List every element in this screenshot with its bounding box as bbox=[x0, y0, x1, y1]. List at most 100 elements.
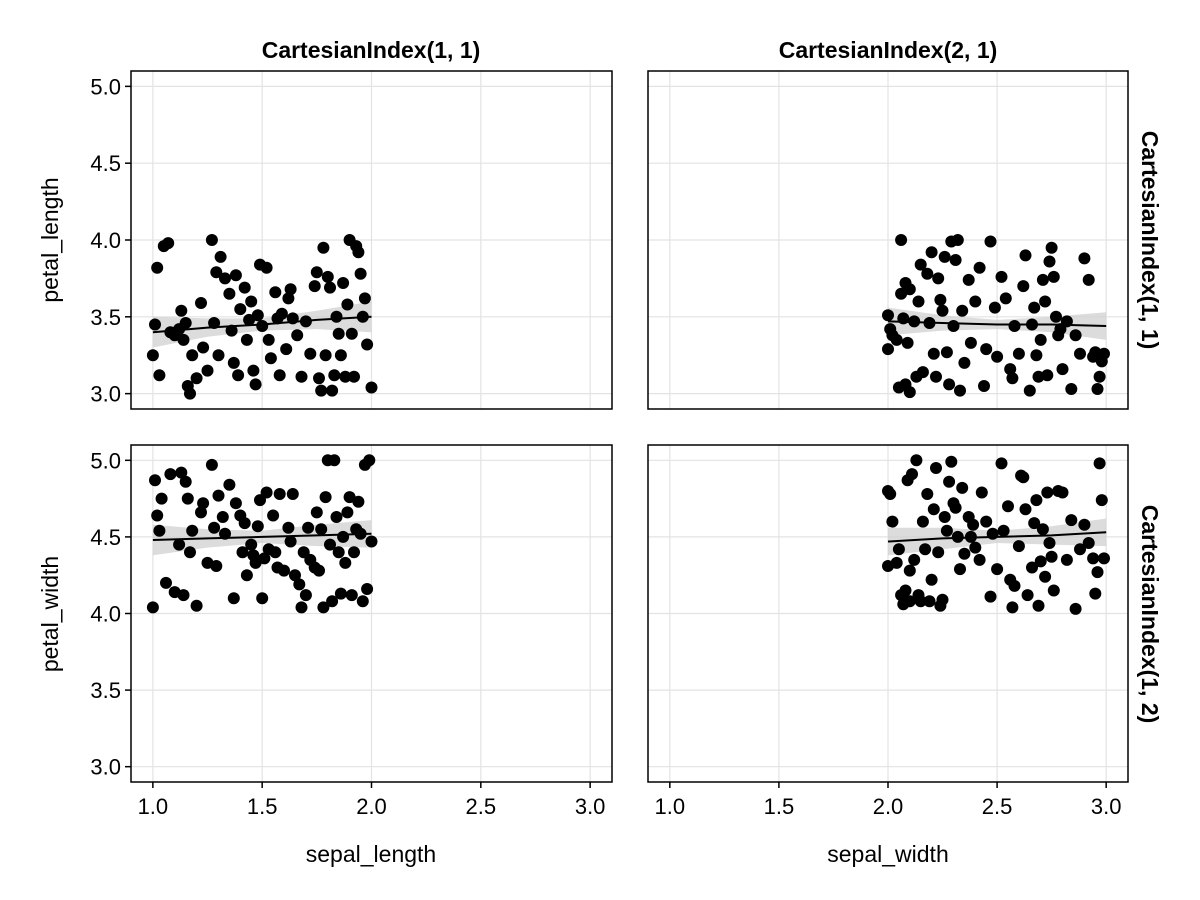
data-point bbox=[1056, 363, 1069, 376]
data-point bbox=[988, 301, 1001, 314]
data-point bbox=[921, 267, 934, 280]
data-point bbox=[339, 370, 352, 383]
data-point bbox=[1026, 561, 1038, 574]
data-point bbox=[1004, 363, 1017, 376]
data-point bbox=[1069, 329, 1082, 342]
data-point bbox=[238, 281, 251, 294]
data-point bbox=[195, 297, 207, 309]
data-point bbox=[299, 589, 312, 602]
data-point bbox=[324, 538, 336, 551]
data-point bbox=[969, 295, 982, 308]
facet-panel-4: 1.0 1.5 2.0 2.5 3.0 bbox=[647, 444, 1129, 819]
data-point bbox=[923, 595, 936, 608]
data-point bbox=[1041, 369, 1054, 382]
data-point bbox=[890, 333, 903, 346]
data-point bbox=[956, 304, 969, 317]
data-point bbox=[1093, 370, 1106, 383]
data-point bbox=[1050, 310, 1062, 323]
data-point bbox=[358, 292, 371, 305]
data-point bbox=[280, 343, 293, 356]
data-point bbox=[179, 317, 192, 329]
data-point bbox=[1002, 500, 1014, 513]
data-point bbox=[1006, 601, 1019, 614]
data-point bbox=[984, 235, 997, 248]
data-point bbox=[882, 343, 894, 356]
data-point bbox=[181, 492, 194, 505]
data-point bbox=[997, 524, 1010, 537]
data-point bbox=[269, 286, 282, 299]
data-point bbox=[278, 564, 290, 577]
data-point bbox=[901, 336, 914, 349]
data-point bbox=[365, 535, 378, 548]
data-point bbox=[208, 521, 221, 534]
data-point bbox=[186, 349, 199, 362]
data-point bbox=[175, 466, 188, 479]
data-point bbox=[319, 491, 332, 504]
data-point bbox=[363, 454, 376, 467]
data-point bbox=[186, 524, 199, 537]
data-point bbox=[1019, 503, 1032, 516]
data-point bbox=[332, 327, 345, 340]
data-point bbox=[947, 320, 960, 332]
data-point bbox=[208, 317, 221, 329]
data-point bbox=[951, 234, 964, 246]
y-tick-label: 4.5 bbox=[90, 151, 121, 176]
data-point bbox=[216, 511, 229, 523]
data-point bbox=[1087, 552, 1100, 565]
data-point bbox=[973, 261, 986, 274]
data-point bbox=[313, 564, 325, 577]
data-point bbox=[1089, 587, 1102, 600]
data-point bbox=[1023, 384, 1036, 397]
data-point bbox=[146, 601, 159, 614]
trend-line bbox=[152, 315, 372, 334]
panel-frame bbox=[647, 70, 1129, 410]
data-point bbox=[954, 384, 966, 397]
data-point bbox=[286, 488, 299, 500]
y-axis-label-bottom: petal_width bbox=[37, 556, 63, 672]
data-point bbox=[1098, 552, 1110, 565]
data-point bbox=[236, 546, 249, 559]
data-point bbox=[938, 511, 951, 523]
data-point bbox=[330, 310, 343, 323]
data-point bbox=[212, 489, 225, 502]
data-point bbox=[984, 590, 997, 603]
data-point bbox=[903, 283, 916, 296]
data-point bbox=[160, 576, 172, 589]
data-point bbox=[1045, 241, 1058, 254]
data-point bbox=[1082, 537, 1095, 549]
data-point bbox=[282, 521, 295, 534]
data-point bbox=[155, 492, 168, 505]
data-point bbox=[232, 369, 245, 382]
data-point bbox=[334, 349, 347, 362]
data-point bbox=[916, 515, 929, 528]
row-title-1: CartesianIndex(1, 1) bbox=[1137, 131, 1163, 350]
data-point bbox=[975, 486, 988, 499]
row-title-2: CartesianIndex(1, 2) bbox=[1137, 505, 1163, 724]
data-point bbox=[1060, 553, 1073, 566]
data-point bbox=[951, 530, 964, 543]
data-point bbox=[343, 491, 356, 504]
data-point bbox=[302, 521, 315, 534]
data-point bbox=[341, 298, 354, 311]
data-point bbox=[956, 481, 969, 494]
data-point bbox=[1030, 349, 1043, 362]
data-point bbox=[251, 309, 264, 322]
column-title-1: CartesianIndex(1, 1) bbox=[262, 37, 481, 63]
column-title-2: CartesianIndex(2, 1) bbox=[779, 37, 998, 63]
data-point bbox=[962, 273, 975, 286]
data-point bbox=[1030, 494, 1043, 507]
data-point bbox=[1017, 471, 1030, 484]
data-point bbox=[1074, 543, 1086, 556]
x-tick-label: 1.5 bbox=[764, 794, 795, 819]
data-point bbox=[284, 535, 297, 548]
data-point bbox=[175, 304, 188, 317]
data-point bbox=[153, 524, 166, 537]
x-tick-label: 3.0 bbox=[1091, 794, 1122, 819]
y-tick-label: 5.0 bbox=[90, 74, 121, 99]
data-point bbox=[273, 369, 286, 382]
data-point bbox=[313, 372, 325, 385]
data-point bbox=[991, 350, 1004, 363]
data-point bbox=[260, 486, 273, 499]
data-point bbox=[969, 541, 982, 554]
data-point bbox=[910, 454, 923, 467]
